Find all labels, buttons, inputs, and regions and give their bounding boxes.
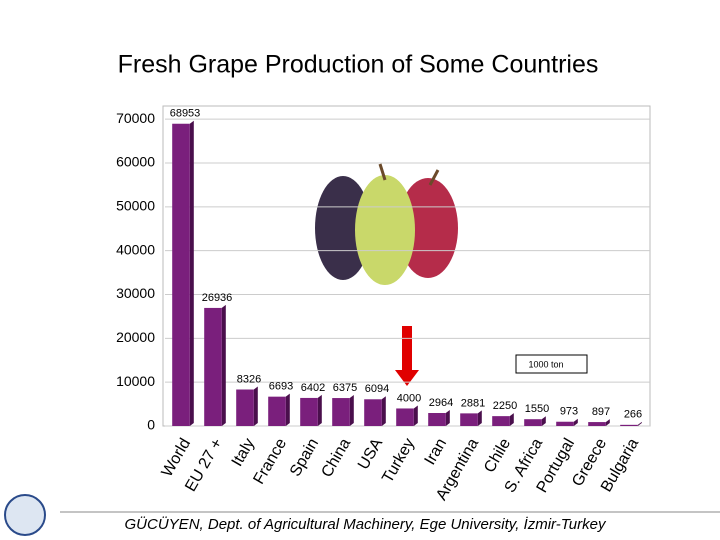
dark-grapes: [315, 176, 371, 280]
bar-side: [477, 410, 482, 426]
bar: [268, 396, 286, 426]
value-label: 6375: [333, 382, 357, 394]
bar: [620, 424, 638, 426]
value-label: 26936: [202, 292, 233, 304]
y-tick-label: 40000: [116, 241, 155, 257]
bar-side: [381, 396, 386, 426]
stems: [378, 163, 440, 186]
value-label: 2250: [493, 400, 517, 412]
bar-side: [509, 413, 514, 426]
value-label: 6094: [365, 383, 389, 395]
value-label: 4000: [397, 392, 421, 404]
bar: [460, 413, 478, 426]
x-tick-label: Italy: [229, 436, 258, 470]
bar-side: [349, 395, 354, 426]
bar-side: [253, 386, 258, 426]
bar: [428, 413, 446, 426]
bar-side: [189, 120, 194, 427]
bar: [172, 123, 190, 427]
y-tick-label: 20000: [116, 329, 155, 345]
y-tick-label: 10000: [116, 373, 155, 389]
logo: [4, 494, 46, 536]
y-tick-label: 70000: [116, 110, 155, 126]
annotation-box: [515, 354, 588, 374]
value-label: 2964: [429, 397, 453, 409]
bar: [204, 307, 222, 426]
annotation: 1000 ton: [528, 359, 563, 369]
value-label: 6693: [269, 381, 293, 393]
bar: [396, 408, 414, 426]
y-tick-label: 50000: [116, 198, 155, 214]
x-tick-label: Iran: [422, 436, 451, 468]
y-tick-label: 60000: [116, 154, 155, 170]
value-label: 68953: [170, 108, 201, 120]
green-grapes: [355, 175, 415, 285]
bar-side: [221, 304, 226, 426]
value-label: 973: [560, 406, 578, 418]
x-tick-label: Chile: [481, 436, 514, 476]
bar-side: [413, 405, 418, 426]
red-arrow: [395, 326, 419, 386]
bar: [556, 421, 574, 426]
value-label: 2881: [461, 397, 485, 409]
x-tick-label: Turkey: [379, 436, 418, 486]
bar-side: [605, 419, 610, 426]
bar-side: [541, 416, 546, 426]
x-tick-label: China: [318, 436, 354, 481]
bar: [300, 397, 318, 426]
bar-side: [445, 410, 450, 426]
arrow-shaft: [402, 326, 412, 372]
bar: [492, 416, 510, 426]
grape-picture: [305, 160, 470, 295]
bar: [524, 419, 542, 426]
x-tick-label: Spain: [287, 436, 322, 480]
bar: [364, 399, 382, 426]
bar: [588, 422, 606, 426]
bar-side: [637, 421, 642, 426]
x-tick-label: USA: [355, 435, 386, 472]
value-label: 897: [592, 406, 610, 418]
footer: GÜCÜYEN, Dept. of Agricultural Machinery…: [125, 515, 607, 533]
value-label: 6402: [301, 382, 325, 394]
bar: [236, 389, 254, 426]
red-grapes: [398, 178, 458, 278]
bar-side: [285, 393, 290, 426]
chart-title: Fresh Grape Production of Some Countries: [118, 51, 599, 79]
bar-side: [573, 418, 578, 426]
value-label: 266: [624, 409, 642, 421]
value-label: 8326: [237, 373, 261, 385]
bar: [332, 398, 350, 426]
y-tick-label: 0: [147, 417, 155, 433]
value-label: 1550: [525, 403, 549, 415]
y-tick-label: 30000: [116, 285, 155, 301]
bar-side: [317, 394, 322, 426]
arrow-head: [395, 370, 419, 386]
